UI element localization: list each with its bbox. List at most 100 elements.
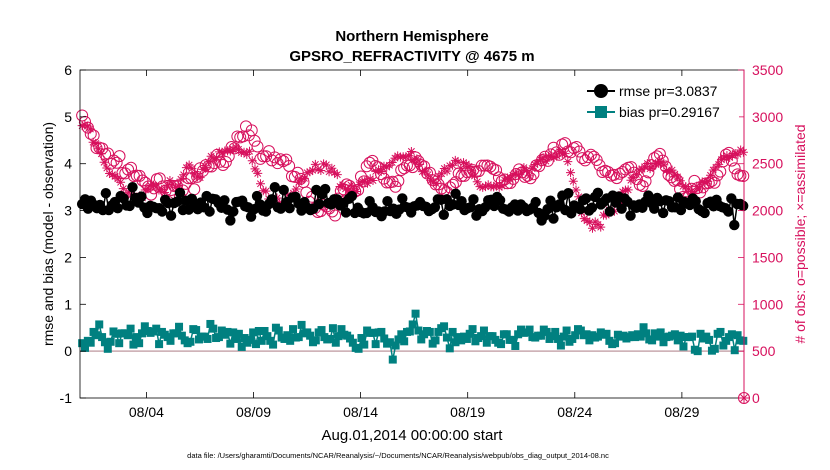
bias-point bbox=[385, 338, 394, 347]
bias-point bbox=[733, 331, 742, 340]
assimilated-point bbox=[631, 169, 641, 179]
assimilated-point bbox=[686, 186, 696, 196]
possible-point bbox=[659, 160, 672, 173]
rmse-point bbox=[456, 196, 467, 207]
bias-point bbox=[551, 327, 560, 336]
bias-point bbox=[357, 334, 366, 343]
assimilated-point bbox=[738, 147, 748, 157]
assimilated-point bbox=[623, 185, 633, 195]
y-tick-label: 1 bbox=[64, 296, 72, 312]
bias-point bbox=[229, 328, 238, 337]
y-tick-label: 4 bbox=[64, 156, 72, 172]
bias-point bbox=[232, 334, 241, 343]
assimilated-point bbox=[80, 120, 90, 130]
y-axis-label: rmse and bias (model - observation) bbox=[40, 122, 56, 346]
rmse-point bbox=[450, 188, 461, 199]
possible-point bbox=[294, 172, 307, 185]
bias-point bbox=[78, 339, 87, 348]
bias-point bbox=[234, 329, 243, 338]
assimilated-point bbox=[480, 182, 490, 192]
bias-point bbox=[511, 341, 520, 350]
rmse-point bbox=[228, 206, 239, 217]
possible-point bbox=[478, 159, 491, 172]
assimilated-point bbox=[382, 162, 392, 172]
rmse-point bbox=[592, 187, 604, 198]
assimilated-point bbox=[324, 167, 334, 177]
possible-point bbox=[125, 161, 138, 174]
rmse-point bbox=[284, 203, 295, 214]
bias-point bbox=[269, 340, 278, 349]
assimilated-point bbox=[170, 182, 180, 192]
possible-point bbox=[185, 172, 198, 185]
assimilated-point bbox=[546, 151, 556, 161]
rmse-series bbox=[76, 181, 749, 231]
bias-point bbox=[95, 320, 104, 329]
assimilated-point bbox=[255, 179, 265, 189]
bias-point bbox=[602, 329, 611, 338]
bias-point bbox=[477, 332, 486, 341]
bias-point bbox=[648, 336, 657, 345]
rmse-point bbox=[136, 191, 147, 202]
assimilated-point bbox=[165, 175, 175, 185]
assimilated-point bbox=[406, 146, 416, 156]
y-tick-label: 3 bbox=[64, 203, 72, 219]
y-tick-label: 5 bbox=[64, 109, 72, 125]
bias-point bbox=[442, 333, 451, 342]
bias-point bbox=[525, 325, 534, 334]
bias-point bbox=[673, 336, 682, 345]
possible-point bbox=[737, 169, 750, 182]
possible-point bbox=[251, 140, 264, 153]
rmse-point bbox=[616, 203, 627, 214]
legend: rmse pr=3.0837 bias pr=0.29167 bbox=[583, 78, 739, 124]
possible-point bbox=[639, 175, 652, 188]
rmse-point bbox=[468, 194, 479, 205]
bias-point bbox=[719, 341, 728, 350]
assimilated-point bbox=[297, 175, 307, 185]
bias-point bbox=[192, 326, 201, 335]
assimilated-point bbox=[467, 166, 477, 176]
possible-point bbox=[228, 142, 241, 155]
possible-point bbox=[214, 155, 227, 168]
assimilated-point bbox=[310, 159, 320, 169]
bias-point bbox=[226, 339, 235, 348]
rmse-point bbox=[112, 203, 123, 214]
bias-point bbox=[328, 324, 337, 333]
bias-point bbox=[502, 330, 511, 339]
bias-point bbox=[360, 340, 369, 349]
bias-point bbox=[249, 328, 258, 337]
bias-point bbox=[177, 331, 186, 340]
bias-point bbox=[716, 327, 725, 336]
rmse-point bbox=[542, 203, 553, 215]
rmse-point bbox=[225, 215, 236, 226]
assimilated-point bbox=[327, 163, 337, 173]
assimilated-point bbox=[574, 192, 584, 202]
assimilated-point bbox=[478, 182, 488, 192]
assimilated-point bbox=[659, 160, 669, 170]
bias-point bbox=[98, 333, 107, 342]
x-tick-label: 08/04 bbox=[129, 404, 164, 420]
assimilated-point bbox=[571, 185, 581, 195]
legend-rmse-label: rmse pr=3.0837 bbox=[619, 83, 718, 99]
bias-point bbox=[346, 334, 355, 343]
bias-point bbox=[140, 322, 149, 331]
bias-point bbox=[86, 338, 95, 347]
assimilated-point bbox=[88, 137, 98, 147]
possible-point bbox=[524, 172, 537, 185]
bias-point bbox=[100, 338, 109, 347]
bias-point bbox=[642, 329, 651, 338]
bias-point bbox=[465, 329, 474, 338]
chart-title: Northern Hemisphere bbox=[335, 28, 488, 45]
bias-point bbox=[593, 332, 602, 341]
bias-point bbox=[414, 326, 423, 335]
assimilated-point bbox=[316, 165, 326, 175]
rmse-point bbox=[346, 190, 358, 202]
assimilated-point bbox=[730, 148, 740, 158]
possible-point bbox=[274, 153, 287, 166]
bias-point bbox=[217, 326, 226, 335]
possible-point bbox=[148, 182, 161, 195]
rmse-point bbox=[586, 202, 598, 213]
zero-count-possible-marker bbox=[738, 392, 750, 404]
bias-point bbox=[693, 347, 702, 356]
assimilated-point bbox=[118, 184, 128, 194]
